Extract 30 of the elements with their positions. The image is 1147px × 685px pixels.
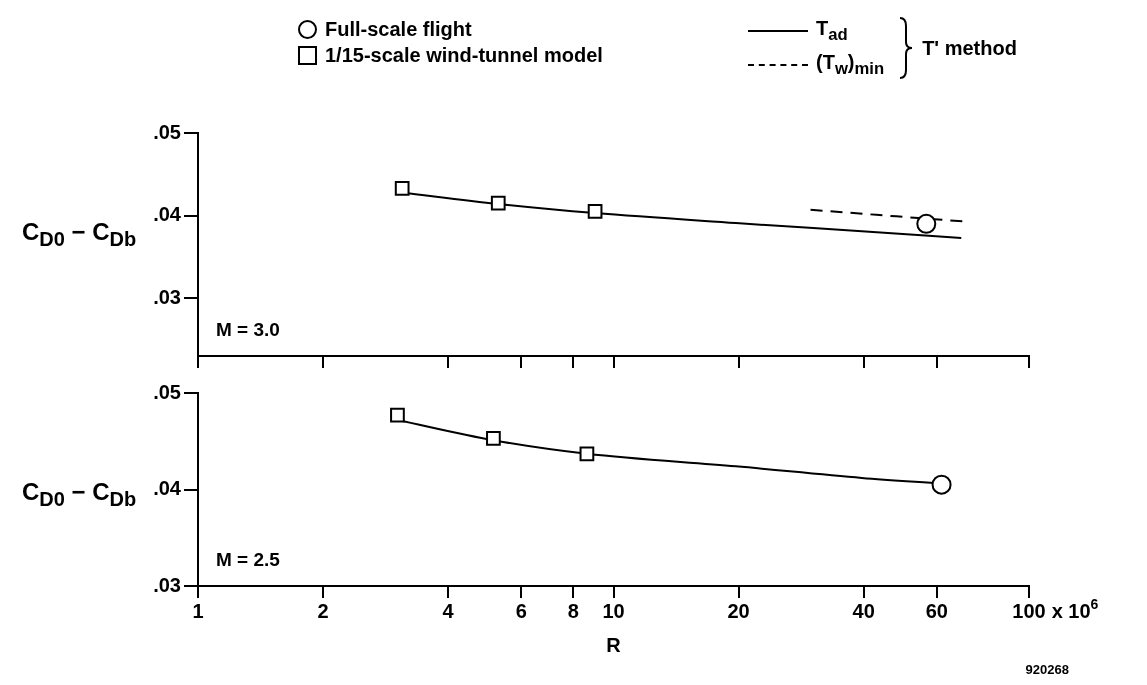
x-tick-label: 10 (602, 600, 625, 622)
point (587, 204, 603, 219)
y-tick-label: .05 (153, 380, 181, 403)
text: 920268 (1025, 662, 1070, 677)
point (490, 195, 506, 211)
y-tick-label: .04 (153, 203, 182, 226)
x-tick-label: 60 (925, 600, 948, 622)
x-tick-label: 1 (192, 600, 204, 622)
x-tick-label: 6 (515, 600, 527, 622)
x-tick-label: 4 (442, 600, 455, 622)
legend-label: Full-scale flight (325, 17, 472, 41)
y-tick-label: .03 (153, 285, 181, 308)
annotation: M = 2.5 (216, 549, 281, 570)
x-tick-label: 20 (727, 600, 750, 622)
y-tick-label: .03 (153, 573, 181, 596)
x-tick-label: 40 (852, 600, 875, 622)
y-axis-title: C$_{D0}$ − C$_{Db}$ (22, 478, 137, 511)
x-tick-label: 100 (1012, 600, 1046, 622)
point (394, 180, 410, 196)
annotation: M = 3.0 (216, 319, 280, 340)
x-tick-label: 2 (317, 600, 329, 622)
legend-label: 1/15-scale wind-tunnel model (325, 43, 603, 67)
y-tick-label: .04 (153, 477, 182, 500)
y-tick-label: .05 (153, 120, 181, 143)
legend-label: T$_{ad}$ (816, 17, 848, 45)
y-axis-title: C$_{D0}$ − C$_{Db}$ (22, 218, 137, 251)
x-axis-title: R (606, 634, 622, 656)
legend-title: T' method (922, 36, 1017, 60)
legend-label: (T$_{w}$)$_{min}$ (816, 51, 885, 79)
x-tick-label: 8 (567, 600, 579, 622)
